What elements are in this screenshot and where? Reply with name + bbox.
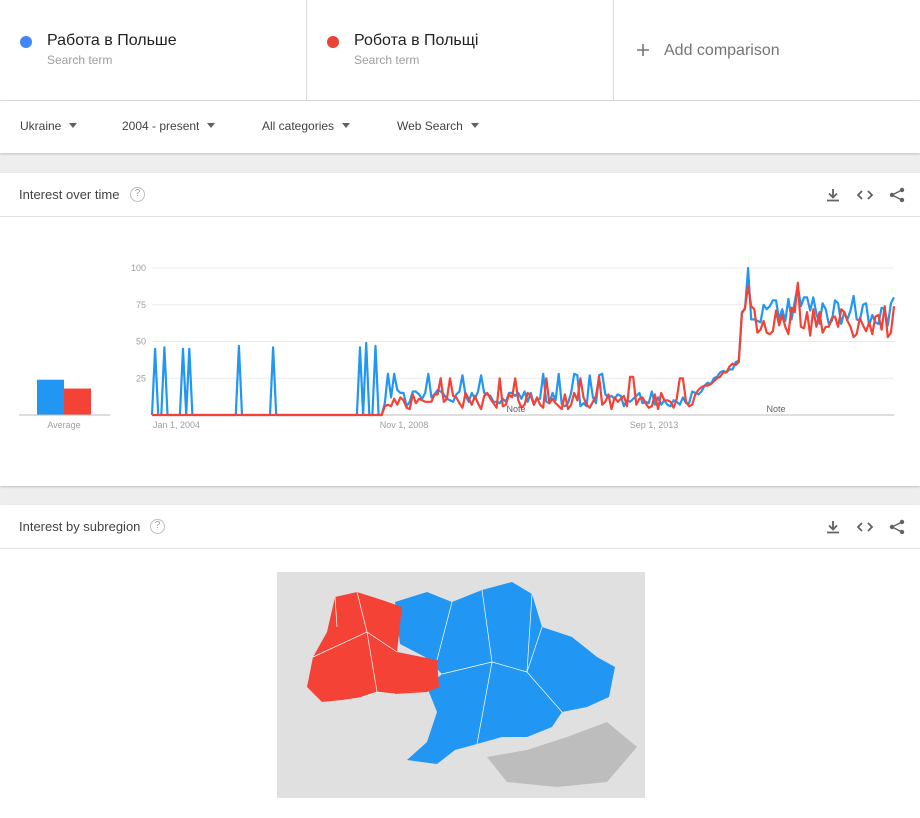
embed-icon[interactable]: [856, 186, 874, 204]
period-dropdown[interactable]: 2004 - present: [122, 119, 216, 133]
term-1-name: Работа в Польше: [47, 32, 177, 49]
y-tick-label: 100: [131, 263, 146, 273]
crimea-region: [487, 722, 637, 787]
share-icon[interactable]: [888, 518, 906, 536]
term-2-subtitle: Search term: [354, 53, 420, 67]
property-dropdown[interactable]: Web Search: [397, 119, 479, 133]
add-comparison-label: Add comparison: [664, 42, 780, 59]
search-term-2[interactable]: Робота в Польщі Search term: [307, 0, 614, 101]
term-2-color-dot: [327, 36, 339, 48]
region-red-group[interactable]: [307, 592, 439, 702]
property-value: Web Search: [397, 119, 463, 133]
help-icon[interactable]: ?: [150, 519, 165, 534]
category-dropdown[interactable]: All categories: [262, 119, 351, 133]
y-tick-label: 25: [136, 373, 146, 383]
ukraine-map: [277, 572, 645, 798]
x-tick-label: Sep 1, 2013: [630, 420, 679, 430]
period-caret-icon: [207, 123, 216, 128]
interest-over-time-header: Interest over time ?: [0, 173, 920, 217]
help-icon[interactable]: ?: [130, 187, 145, 202]
term-1-subtitle: Search term: [47, 53, 113, 67]
plus-icon: [637, 44, 649, 56]
interest-over-time-chart: 100 75 50 25 Jan 1, 2004 Nov 1, 2008 Sep 1, 20…: [19, 263, 896, 430]
average-label: Average: [47, 420, 80, 430]
property-caret-icon: [470, 123, 479, 128]
embed-icon[interactable]: [856, 518, 874, 536]
region-caret-icon: [69, 123, 78, 128]
region-borders: [312, 589, 563, 745]
period-value: 2004 - present: [122, 119, 200, 133]
series-line-rabota-v-polshe: [150, 266, 895, 417]
category-caret-icon: [342, 123, 351, 128]
filters-bar: Ukraine 2004 - present All categories We…: [0, 101, 920, 153]
category-value: All categories: [262, 119, 335, 133]
region-dropdown[interactable]: Ukraine: [20, 119, 78, 133]
search-term-1[interactable]: Работа в Польше Search term: [0, 0, 307, 101]
term-2-name: Робота в Польщі: [354, 32, 479, 49]
interest-over-time-card: Interest over time ? 100 75 50 25 Jan 1, 200…: [0, 173, 920, 486]
interest-over-time-title: Interest over time: [19, 187, 120, 202]
term-1-color-dot: [20, 36, 32, 48]
region-blue-group[interactable]: [395, 582, 615, 764]
series-line-robota-v-polshchi: [152, 281, 896, 417]
x-tick-label: Nov 1, 2008: [380, 420, 429, 430]
average-bar-robota-v-polshchi: [64, 388, 91, 415]
subregion-map[interactable]: [277, 572, 645, 798]
average-bar-rabota-v-polshe: [37, 379, 64, 415]
add-comparison-button[interactable]: Add comparison: [614, 0, 920, 101]
y-tick-label: 75: [136, 300, 146, 310]
y-tick-label: 50: [136, 337, 146, 347]
download-icon[interactable]: [824, 186, 842, 204]
note-marker: Note: [506, 404, 525, 414]
interest-by-subregion-title: Interest by subregion: [19, 519, 141, 534]
interest-by-subregion-card: Interest by subregion ?: [0, 505, 920, 818]
search-terms-bar: Работа в Польше Search term Робота в Пол…: [0, 0, 920, 101]
note-marker: Note: [766, 404, 785, 414]
interest-by-subregion-header: Interest by subregion ?: [0, 505, 920, 549]
x-tick-label: Jan 1, 2004: [153, 420, 200, 430]
region-value: Ukraine: [20, 119, 62, 133]
share-icon[interactable]: [888, 186, 906, 204]
download-icon[interactable]: [824, 518, 842, 536]
